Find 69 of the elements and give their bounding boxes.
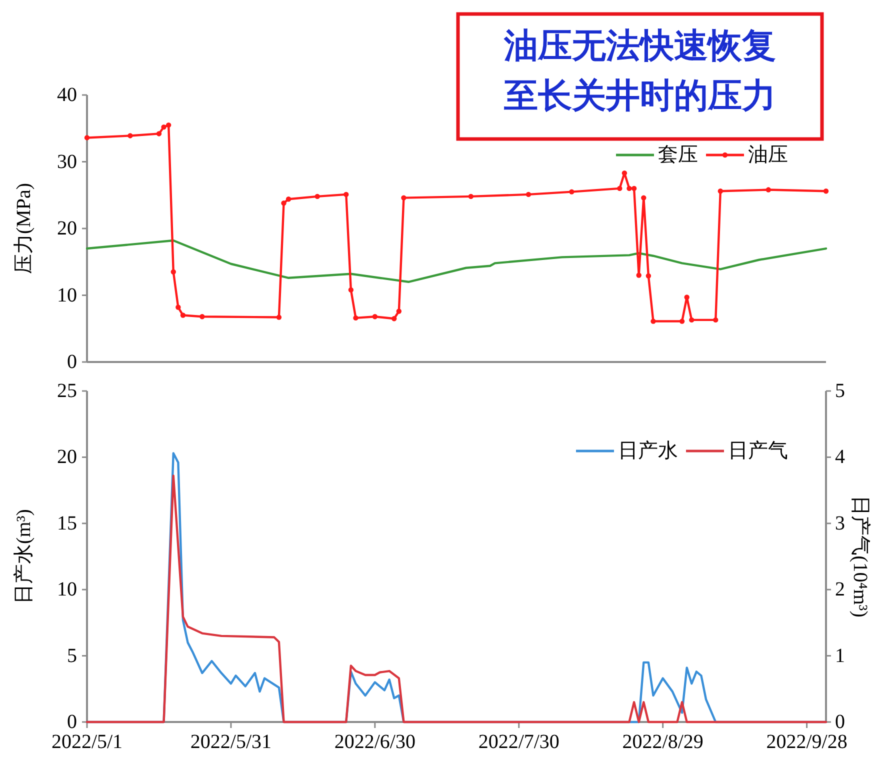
y2-tick-label: 0: [835, 711, 845, 733]
point: [650, 318, 656, 324]
y-tick-label: 20: [57, 446, 77, 468]
y-tick-label: 5: [67, 644, 77, 667]
point: [526, 192, 532, 198]
annotation: 油压无法快速恢复至长关井时的压力: [503, 26, 776, 116]
point: [161, 124, 166, 130]
point: [766, 187, 772, 192]
y2-tick-label: 5: [835, 380, 845, 402]
y2-tick-label: 3: [835, 512, 845, 534]
x-tick-label: 2022/8/29: [622, 731, 704, 753]
point: [617, 186, 622, 192]
point: [718, 188, 724, 194]
point: [200, 314, 205, 320]
point: [689, 317, 694, 323]
y-tick-label: 20: [57, 218, 77, 240]
x-tick-label: 2022/5/31: [190, 731, 272, 753]
point: [276, 314, 282, 320]
point: [176, 304, 181, 310]
y2-tick-label: 4: [835, 446, 845, 468]
y-tick-label: 10: [57, 578, 77, 601]
y2-tick-label: 2: [835, 578, 845, 601]
point: [180, 312, 186, 318]
point: [641, 195, 646, 200]
y-tick-label: 25: [57, 380, 77, 402]
y-axis-title: 日产水(m³): [13, 509, 35, 604]
point: [156, 131, 162, 136]
point: [372, 314, 378, 320]
point: [468, 194, 474, 200]
y2-tick-label: 1: [835, 644, 845, 667]
y-tick-label: 10: [57, 284, 77, 306]
x-tick-label: 2022/9/28: [766, 731, 848, 753]
y2-axis-title: 日产气(10⁴m³): [849, 496, 871, 618]
point: [286, 196, 292, 202]
y-tick-label: 15: [57, 512, 77, 534]
point: [166, 122, 172, 128]
point: [569, 189, 574, 194]
point: [646, 273, 652, 278]
x-tick-label: 2022/5/1: [51, 731, 123, 753]
point: [170, 269, 176, 274]
legend-label: 油压: [748, 144, 788, 166]
point: [344, 192, 349, 198]
point: [636, 272, 642, 278]
point: [823, 188, 829, 194]
legend-label: 日产气: [728, 440, 788, 462]
x-tick-label: 2022/7/30: [478, 731, 560, 753]
point: [353, 315, 358, 321]
point: [392, 316, 397, 322]
y-axis-title: 压力(MPa): [13, 182, 35, 274]
point: [684, 294, 690, 300]
y-tick-label: 30: [57, 150, 77, 173]
point: [396, 308, 402, 314]
point: [626, 186, 632, 192]
point: [631, 186, 637, 192]
y-tick-label: 40: [57, 84, 77, 106]
point: [401, 195, 406, 200]
annotation: 油压无法快速恢复至长关井时的压力: [456, 12, 824, 141]
legend-label: 套压: [658, 144, 698, 166]
point: [128, 133, 133, 138]
y-tick-label: 0: [67, 711, 77, 733]
point: [679, 318, 685, 324]
legend-label: 日产水: [618, 440, 678, 462]
x-tick-label: 2022/6/30: [334, 731, 416, 753]
point: [84, 135, 90, 140]
point: [713, 317, 718, 323]
point: [348, 287, 354, 293]
point: [281, 200, 286, 206]
y-tick-label: 0: [67, 351, 77, 373]
point: [314, 194, 320, 200]
